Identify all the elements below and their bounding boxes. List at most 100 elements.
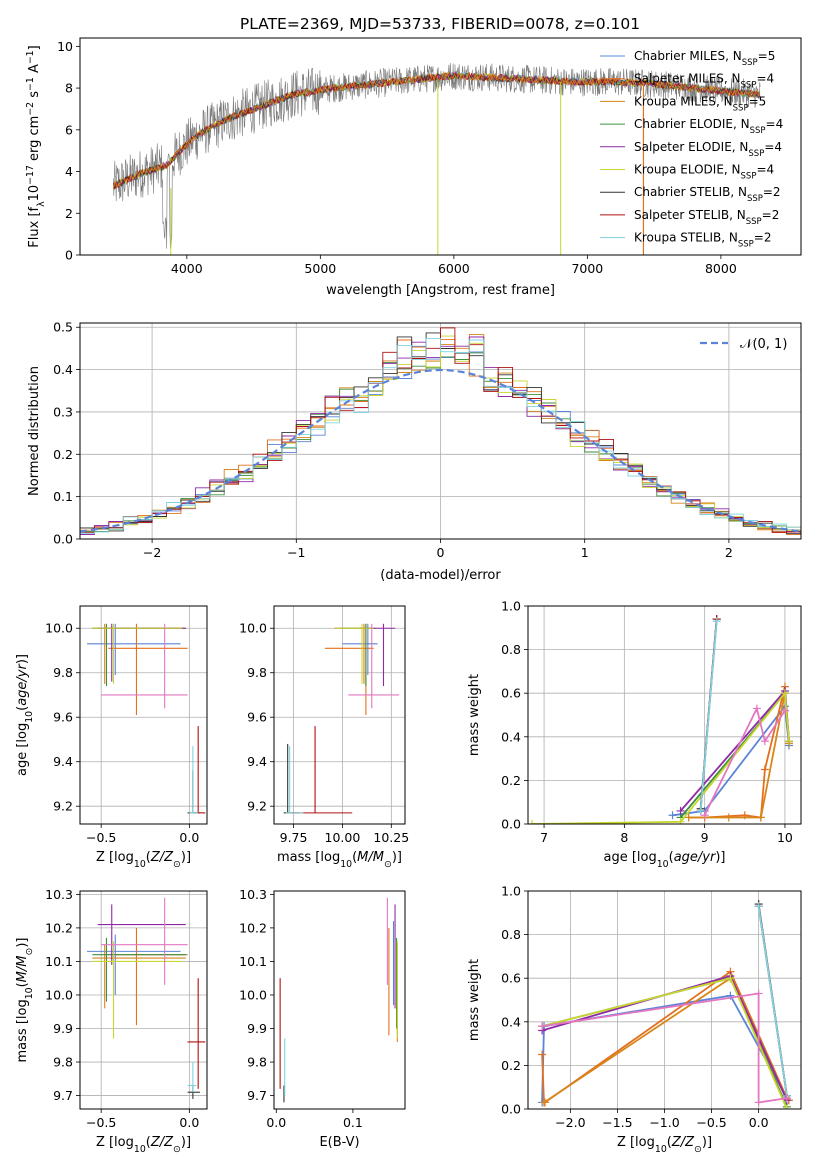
x-tick-label: 0.0 <box>179 1115 199 1130</box>
spectrum-panel: 4000 5000 6000 7000 8000 0 2 4 6 8 10 Chabrier MILE… <box>25 37 802 298</box>
x-axis-label-part: M/M <box>357 850 384 865</box>
y-tick-label: 0.5 <box>53 320 73 335</box>
x-tick-label: 0.0 <box>266 1115 286 1130</box>
x-axis-label: mass [log10(M/M⊙)] <box>277 850 402 870</box>
y-axis-label-part: 10 <box>24 711 35 723</box>
weight-marker-salpeter_miles <box>538 1050 547 1059</box>
weight-line-kroupa_miles <box>543 976 788 1104</box>
y-tick-label: 0.0 <box>501 817 521 832</box>
x-axis-label-part: Z [log <box>617 1135 655 1150</box>
weight-line-kroupa_elodie <box>531 690 790 824</box>
weight-marker-kroupa_elodie <box>784 737 793 746</box>
legend-label-kroupa_miles: Kroupa MILES, NSSP=5 <box>634 94 766 113</box>
weight-marker-pink <box>782 1094 791 1103</box>
x-axis-label-part: Z [log <box>96 850 134 865</box>
y-axis-label-part: −1 <box>25 77 36 91</box>
x-axis-label-part: ⊙ <box>173 859 181 870</box>
z-mass-panel: −0.5 0.09.79.89.910.010.110.210.3Z [log10… <box>15 887 208 1155</box>
y-tick-label: 0.2 <box>501 773 521 788</box>
x-tick-label: −1.0 <box>649 1115 679 1130</box>
x-tick-label: 10 <box>777 830 793 845</box>
x-axis-label-part: ⊙ <box>694 1144 702 1155</box>
weight-line-salpeter_miles <box>541 970 790 1104</box>
y-axis-label-part: 10 <box>24 987 35 999</box>
weight-marker-kroupa_stelib <box>754 902 763 911</box>
y-axis-label-part: ( <box>15 982 30 987</box>
y-tick-label: 9.8 <box>247 1055 267 1070</box>
legend-text: Kroupa MILES, N <box>634 94 733 108</box>
legend-label-kroupa_elodie: Kroupa ELODIE, NSSP=4 <box>634 163 774 182</box>
plot-area <box>528 615 793 824</box>
y-axis-label-part: s <box>27 91 42 102</box>
axes-frame <box>273 890 406 1110</box>
y-tick-label: 0.4 <box>501 729 521 744</box>
x-axis-label: (data-model)/error <box>380 568 501 583</box>
x-axis-label-part: 10 <box>657 859 669 870</box>
y-axis-label: age [log10(age/yr)] <box>15 654 35 776</box>
weight-marker-pink <box>780 706 789 715</box>
legend-label-salpeter_elodie: Salpeter ELODIE, NSSP=4 <box>634 140 782 159</box>
y-tick-label: 0.8 <box>501 927 521 942</box>
y-axis-label-part: age/yr <box>15 662 30 705</box>
weight-marker-pink <box>760 737 769 746</box>
y-tick-label: 9.7 <box>53 1088 73 1103</box>
weight-line-chabrier_miles <box>541 994 790 1103</box>
y-tick-label: 9.4 <box>53 754 73 769</box>
y-axis-label-part: λ <box>36 201 47 207</box>
x-axis-label-part: ( <box>352 850 357 865</box>
x-tick-label: 10.25 <box>373 830 409 845</box>
x-axis-label: Z [log10(Z/Z⊙)] <box>96 1135 191 1155</box>
weight-marker-chabrier_miles <box>668 811 677 820</box>
x-axis-label-part: )] <box>181 1135 191 1150</box>
weight-marker-kroupa_stelib <box>712 617 721 626</box>
y-axis-label-part: M/M <box>15 956 30 983</box>
plot-area <box>80 327 801 535</box>
y-axis-label-part: Flux [f <box>27 206 42 247</box>
y-tick-label: 2 <box>65 206 73 221</box>
plot-area <box>87 897 206 1099</box>
legend-tail: =5 <box>758 49 776 63</box>
legend-label-salpeter_stelib: Salpeter STELIB, NSSP=2 <box>634 208 779 227</box>
x-tick-label: 2 <box>725 545 733 560</box>
y-tick-label: 10.0 <box>239 621 267 636</box>
y-axis-label-part: −1 <box>25 50 36 64</box>
x-axis-label-part: ⊙ <box>384 859 392 870</box>
y-tick-label: 10.3 <box>239 887 267 902</box>
y-tick-label: 10.2 <box>239 920 267 935</box>
weight-marker-kroupa_elodie <box>676 817 685 824</box>
legend-label-normal: 𝒩(0, 1) <box>740 337 787 352</box>
legend-text: Kroupa STELIB, N <box>634 231 738 245</box>
x-tick-label: 4000 <box>171 261 203 276</box>
x-tick-label: −1 <box>287 545 305 560</box>
x-axis-label-part: 10 <box>340 859 352 870</box>
x-axis-label: E(B-V) <box>319 1135 359 1150</box>
weight-line-pink <box>541 992 788 1104</box>
y-tick-label: 9.8 <box>53 665 73 680</box>
weight-marker-kroupa_elodie <box>780 689 789 698</box>
y-tick-label: 0.8 <box>501 642 521 657</box>
y-tick-label: 4 <box>65 164 73 179</box>
y-tick-label: 0.3 <box>53 404 73 419</box>
weight-marker-kroupa_miles <box>540 1098 549 1107</box>
y-axis-label-part: ] <box>27 45 42 50</box>
y-tick-label: 10 <box>57 39 73 54</box>
y-tick-label: 10.2 <box>45 920 73 935</box>
plot-area <box>538 900 793 1109</box>
y-tick-label: 9.7 <box>247 1088 267 1103</box>
y-tick-label: 10.1 <box>45 954 73 969</box>
legend-text: Salpeter MILES, N <box>634 72 741 86</box>
weight-line-kroupa_miles <box>688 693 790 819</box>
y-tick-label: 0.2 <box>53 447 73 462</box>
x-axis-label-part: )] <box>715 850 725 865</box>
x-tick-label: 0.0 <box>749 1115 769 1130</box>
x-axis-label-part: ( <box>667 1135 672 1150</box>
x-axis-label-part: Z/Z <box>150 850 174 865</box>
x-axis-label-part: mass [log <box>277 850 340 865</box>
y-tick-label: 1.0 <box>501 884 521 899</box>
x-axis-label-part: )] <box>392 850 402 865</box>
legend-tail: =4 <box>764 140 782 154</box>
legend-text: Chabrier ELODIE, N <box>634 117 750 131</box>
x-tick-label: 9 <box>701 830 709 845</box>
weight-marker-salpeter_elodie <box>676 806 685 815</box>
y-axis-label: Flux [fλ10−17 erg cm−2 s−1 A−1] <box>25 45 47 247</box>
